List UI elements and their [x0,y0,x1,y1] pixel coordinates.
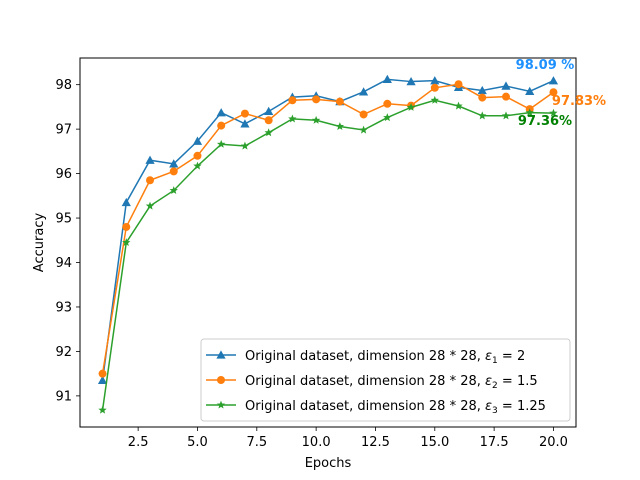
data-point [382,74,392,84]
series-line [101,83,554,374]
data-point [430,76,440,85]
data-point [335,122,345,131]
data-point [358,87,369,96]
data-point [97,375,108,384]
legend-label: Original dataset, dimension 28 * 28, ε2 … [245,374,538,391]
data-point [169,167,178,176]
series-2 [98,80,558,378]
x-axis-label: Epochs [305,456,352,471]
data-point [217,139,226,148]
data-point [525,108,534,117]
data-point [264,116,273,125]
data-point [383,113,392,122]
data-point [121,197,131,207]
plot-frame [79,57,577,428]
data-point [98,369,107,378]
data-point [145,155,155,164]
y-tick-label: 94 [55,256,72,271]
data-point [501,111,511,120]
end-value-label: 97.83% [552,94,606,109]
data-point [549,88,558,97]
legend-label: Original dataset, dimension 28 * 28, ε1 … [245,349,525,366]
end-value-label: 97.36% [518,114,572,129]
legend-swatch-marker [216,400,226,409]
legend-swatch-marker [216,350,226,359]
series-1 [97,74,559,384]
legend: Original dataset, dimension 28 * 28, ε1 … [200,338,571,422]
data-point [478,93,487,102]
data-point [216,108,226,117]
end-value-label: 98.09 % [516,58,575,73]
data-point [122,238,131,247]
data-point [478,111,487,120]
series-line [101,78,554,381]
data-point [240,141,250,150]
series-layer [97,74,559,414]
x-tick-label: 10.0 [302,435,331,450]
data-point [501,92,510,101]
x-tick-label: 7.5 [246,435,267,450]
y-tick-label: 92 [55,345,72,360]
series-3 [98,95,558,414]
y-axis-label: Accuracy [32,213,47,273]
data-point [359,125,368,134]
legend-entry: Original dataset, dimension 28 * 28, ε3 … [206,399,546,416]
x-tick-label: 20.0 [539,435,568,450]
data-point [501,81,511,90]
ticks-layer: 2.5 5.0 7.5 10.0 12.5 15.0 17.5 20.0 91 92 93 94 95 9… [55,78,567,450]
legend-label: Original dataset, dimension 28 * 28, ε3 … [245,399,546,416]
data-point [311,115,321,124]
data-point [477,85,487,95]
legend-box [200,338,571,422]
data-point [335,97,344,106]
y-tick-label: 97 [55,123,72,138]
data-point [122,222,131,231]
data-point [406,102,416,111]
series-line [101,99,554,411]
data-point [549,108,558,117]
data-point [169,186,178,195]
legend-entry: Original dataset, dimension 28 * 28, ε1 … [206,349,525,366]
data-point [430,95,439,104]
y-tick-label: 96 [55,167,72,182]
x-tick-label: 17.5 [480,435,509,450]
x-tick-label: 15.0 [420,435,449,450]
data-point [312,95,321,104]
data-point [98,405,107,414]
data-point [359,110,368,119]
data-point [288,114,297,123]
legend-swatch-marker [217,376,225,384]
data-point [383,99,392,108]
data-point [430,83,439,92]
data-point [192,136,203,145]
data-point [548,76,559,85]
y-tick-label: 91 [55,389,72,404]
data-point [264,128,273,137]
data-point [217,121,226,130]
data-point [454,101,463,110]
data-point [145,201,155,210]
data-point [288,96,297,105]
legend-entry: Original dataset, dimension 28 * 28, ε2 … [206,374,538,391]
y-tick-label: 93 [55,300,72,315]
data-point [406,76,416,86]
end-labels: 98.09 % 97.83% 97.36% [516,58,606,129]
x-tick-label: 5.0 [187,435,208,450]
data-point [264,106,274,116]
y-tick-label: 98 [55,78,72,93]
data-point [193,151,202,160]
data-point [525,86,535,96]
data-point [169,159,179,168]
data-point [193,161,202,170]
data-point [454,80,463,89]
data-point [240,119,250,128]
x-tick-label: 2.5 [128,435,149,450]
x-tick-label: 12.5 [361,435,390,450]
y-tick-label: 95 [55,212,72,227]
data-point [146,176,155,185]
data-point [240,109,249,118]
